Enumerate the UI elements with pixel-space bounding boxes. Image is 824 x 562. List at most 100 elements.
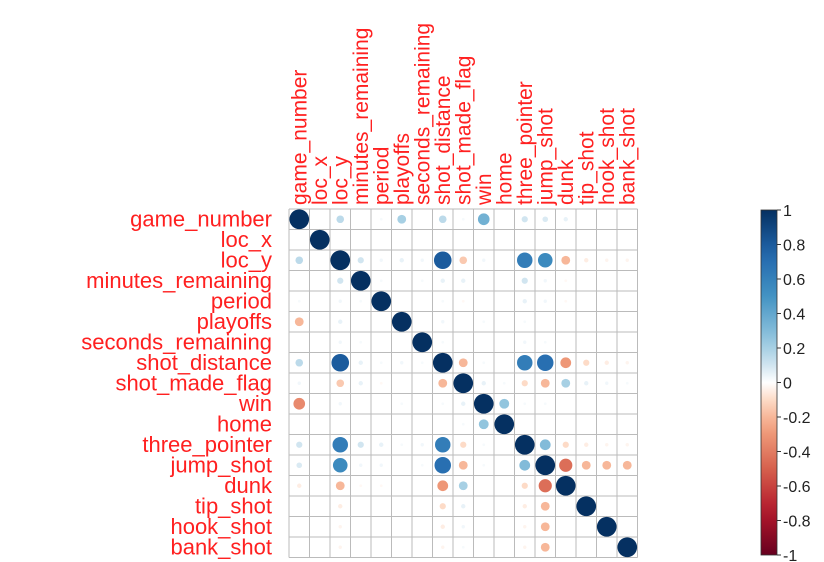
corr-cell-three_pointer-tip_shot bbox=[584, 442, 589, 447]
corr-cell-home-jump_shot bbox=[544, 423, 547, 426]
corr-cell-hook_shot-game_number bbox=[298, 525, 301, 528]
corr-cell-period-loc_x bbox=[318, 300, 321, 303]
corr-cell-bank_shot-three_pointer bbox=[523, 545, 527, 549]
corr-cell-minutes_remaining-seconds_remaining bbox=[420, 279, 424, 283]
corr-cell-hook_shot-loc_y bbox=[338, 525, 342, 529]
corr-cell-tip_shot-shot_distance bbox=[439, 503, 446, 510]
corr-cell-three_pointer-shot_distance bbox=[435, 437, 451, 453]
corr-cell-loc_x-seconds_remaining bbox=[421, 238, 424, 241]
corr-cell-minutes_remaining-loc_x bbox=[318, 279, 321, 282]
corr-cell-seconds_remaining-shot_made_flag bbox=[462, 341, 465, 344]
corr-cell-seconds_remaining-minutes_remaining bbox=[359, 340, 363, 344]
corr-cell-dunk-tip_shot bbox=[585, 484, 588, 487]
col-label-minutes_remaining: minutes_remaining bbox=[350, 28, 373, 205]
corr-cell-dunk-three_pointer bbox=[521, 482, 528, 489]
corr-cell-loc_x-tip_shot bbox=[585, 238, 588, 241]
corr-cell-game_number-three_pointer bbox=[521, 216, 528, 223]
corr-cell-tip_shot-jump_shot bbox=[540, 501, 550, 511]
corr-cell-win-playoffs bbox=[400, 402, 404, 406]
corr-cell-game_number-hook_shot bbox=[605, 218, 608, 221]
color-legend: 1 0.8 0.6 0.4 0.2 0 -0.2 -0.4 -0.6 -0.8 -1 bbox=[760, 203, 811, 562]
corr-cell-jump_shot-shot_distance bbox=[434, 457, 451, 474]
corr-cell-win-hook_shot bbox=[605, 402, 608, 405]
corr-cell-jump_shot-win bbox=[482, 463, 486, 467]
row-label-period: period bbox=[211, 288, 272, 313]
corr-cell-seconds_remaining-bank_shot bbox=[626, 341, 629, 344]
corr-cell-shot_made_flag-win bbox=[481, 381, 486, 386]
corr-cell-period-game_number bbox=[297, 299, 301, 303]
corr-cell-loc_y-dunk bbox=[561, 255, 571, 265]
row-label-shot_distance: shot_distance bbox=[136, 350, 272, 375]
corr-cell-dunk-loc_x bbox=[318, 484, 321, 487]
colorbar bbox=[760, 209, 778, 556]
row-label-playoffs: playoffs bbox=[197, 309, 272, 334]
corr-cell-hook_shot-home bbox=[503, 525, 506, 528]
corr-cell-hook_shot-dunk bbox=[564, 525, 567, 528]
corr-cell-shot_distance-seconds_remaining bbox=[420, 361, 424, 365]
corr-cell-home-dunk bbox=[564, 423, 567, 426]
corr-cell-minutes_remaining-period bbox=[379, 279, 383, 283]
corr-cell-period-playoffs bbox=[400, 300, 403, 303]
corr-cell-period-seconds_remaining bbox=[421, 300, 424, 303]
row-label-jump_shot: jump_shot bbox=[169, 452, 272, 477]
corr-cell-game_number-jump_shot bbox=[542, 216, 549, 223]
corr-cell-dunk-minutes_remaining bbox=[359, 484, 363, 488]
colorbar-tick-label: 1 bbox=[783, 203, 792, 220]
corr-cell-tip_shot-playoffs bbox=[400, 505, 403, 508]
corr-cell-minutes_remaining-shot_made_flag bbox=[461, 278, 466, 283]
corr-cell-loc_x-jump_shot bbox=[544, 238, 547, 241]
corr-cell-seconds_remaining-loc_x bbox=[318, 341, 321, 344]
corr-cell-home-playoffs bbox=[400, 423, 403, 426]
corr-cell-game_number-bank_shot bbox=[626, 218, 629, 221]
colorbar-tick-label: -0.6 bbox=[783, 479, 811, 496]
corr-cell-shot_distance-bank_shot bbox=[625, 361, 629, 365]
corr-cell-period-three_pointer bbox=[522, 299, 527, 304]
corr-cell-three_pointer-three_pointer bbox=[514, 434, 535, 455]
corr-cell-seconds_remaining-shot_distance bbox=[441, 340, 445, 344]
corr-cell-loc_y-win bbox=[482, 258, 486, 262]
corr-cell-dunk-win bbox=[482, 484, 485, 487]
corr-cell-dunk-game_number bbox=[297, 483, 302, 488]
corr-cell-three_pointer-seconds_remaining bbox=[420, 443, 424, 447]
colorbar-tick-label: 0.6 bbox=[783, 272, 805, 289]
corr-cell-tip_shot-tip_shot bbox=[576, 496, 597, 517]
row-label-minutes_remaining: minutes_remaining bbox=[86, 268, 272, 293]
corr-cell-shot_distance-home bbox=[503, 361, 506, 364]
corr-cell-seconds_remaining-three_pointer bbox=[523, 340, 527, 344]
corr-cell-win-shot_distance bbox=[441, 402, 445, 406]
corr-cell-win-win bbox=[473, 393, 494, 414]
corr-cell-win-shot_made_flag bbox=[461, 401, 466, 406]
corr-cell-home-shot_distance bbox=[441, 423, 444, 426]
corr-cell-playoffs-shot_made_flag bbox=[462, 320, 465, 323]
corr-cell-minutes_remaining-three_pointer bbox=[521, 277, 528, 284]
colorbar-tick-label: -1 bbox=[783, 548, 797, 562]
corr-cell-tip_shot-seconds_remaining bbox=[421, 505, 424, 508]
corr-cell-game_number-game_number bbox=[289, 209, 310, 230]
corr-cell-playoffs-win bbox=[482, 320, 486, 324]
corr-cell-bank_shot-playoffs bbox=[400, 546, 403, 549]
corr-cell-shot_made_flag-hook_shot bbox=[605, 381, 609, 385]
col-label-dunk: dunk bbox=[555, 159, 578, 205]
corr-cell-tip_shot-period bbox=[380, 505, 383, 508]
corr-cell-home-tip_shot bbox=[585, 423, 588, 426]
corr-cell-three_pointer-dunk bbox=[562, 441, 569, 448]
corr-cell-shot_made_flag-three_pointer bbox=[521, 380, 528, 387]
corr-cell-home-loc_y bbox=[339, 423, 342, 426]
corr-cell-dunk-bank_shot bbox=[626, 484, 629, 487]
row-label-shot_made_flag: shot_made_flag bbox=[115, 370, 272, 395]
corr-cell-shot_distance-hook_shot bbox=[604, 360, 609, 365]
corr-cell-game_number-loc_x bbox=[318, 218, 321, 221]
corr-cell-jump_shot-loc_y bbox=[332, 457, 348, 473]
colorbar-tick-label: -0.4 bbox=[783, 445, 811, 462]
corr-cell-period-dunk bbox=[564, 299, 568, 303]
corr-cell-minutes_remaining-game_number bbox=[298, 279, 301, 282]
corr-cell-playoffs-game_number bbox=[294, 317, 304, 327]
corr-cell-tip_shot-loc_y bbox=[338, 504, 343, 509]
col-label-home: home bbox=[493, 152, 516, 205]
corr-cell-tip_shot-dunk bbox=[564, 505, 567, 508]
corr-cell-jump_shot-game_number bbox=[296, 462, 303, 469]
corr-cell-loc_y-tip_shot bbox=[584, 258, 589, 263]
corr-cell-three_pointer-playoffs bbox=[400, 443, 404, 447]
corr-cell-loc_x-loc_x bbox=[309, 229, 330, 250]
corr-cell-loc_y-bank_shot bbox=[625, 258, 629, 262]
